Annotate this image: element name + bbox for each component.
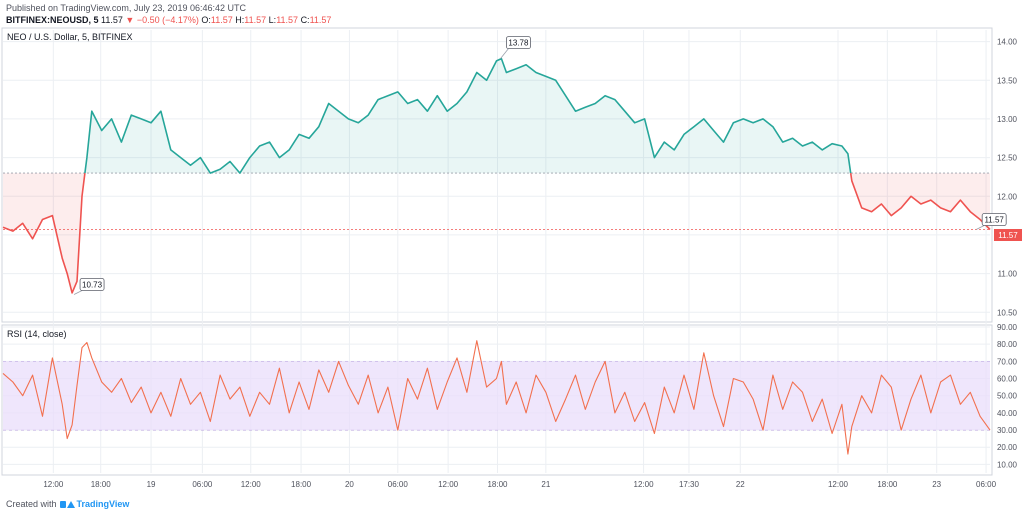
- rsi-tick-label: 20.00: [997, 443, 1018, 452]
- low-label: L:: [268, 15, 277, 25]
- annotation-box: [506, 36, 531, 50]
- low-value: 11.57: [276, 15, 299, 25]
- time-tick-label: 18:00: [291, 480, 312, 489]
- rsi-tick-label: 10.00: [997, 460, 1018, 469]
- rsi-axis: 10.00 20.00 30.00 40.00 50.00 60.00 70.00 80.00…: [997, 323, 1018, 469]
- down-area-fill: [3, 173, 85, 293]
- last-price: 11.57: [101, 15, 123, 25]
- time-tick-label: 18:00: [487, 480, 508, 489]
- time-tick-label: 12:00: [828, 480, 849, 489]
- time-tick-label: 06:00: [976, 480, 997, 489]
- price-series: [2, 57, 991, 294]
- time-tick-label: 21: [541, 480, 550, 489]
- price-change: −0.50 (−4.17%): [136, 15, 199, 25]
- rsi-line: [2, 340, 991, 455]
- price-tick-label: 12.50: [997, 154, 1018, 163]
- symbol-legend: BITFINEX:NEOUSD, 5 11.57 ▼ −0.50 (−4.17%…: [6, 15, 331, 25]
- annotation-label: 11.57: [984, 216, 1004, 225]
- close-value: 11.57: [309, 15, 332, 25]
- time-tick-label: 20: [345, 480, 354, 489]
- rsi-tick-label: 30.00: [997, 426, 1018, 435]
- rsi-series: [2, 340, 991, 455]
- annotation-label: 10.73: [82, 280, 103, 289]
- created-with-label: Created with: [6, 499, 57, 509]
- time-tick-label: 12:00: [438, 480, 459, 489]
- time-tick-label: 06:00: [388, 480, 409, 489]
- rsi-tick-label: 50.00: [997, 392, 1018, 401]
- price-pane-title: NEO / U.S. Dollar, 5, BITFINEX: [7, 32, 133, 42]
- symbol-label: BITFINEX:NEOUSD, 5: [6, 15, 99, 25]
- annotation-leader: [500, 48, 509, 59]
- price-line-down: [849, 172, 991, 231]
- time-tick-label: 19: [147, 480, 156, 489]
- time-tick-label: 23: [932, 480, 941, 489]
- time-axis: 12:00 18:00 19 06:00 12:00 18:00 20 06:00 12:00 1…: [43, 480, 996, 489]
- price-line-down: [2, 173, 86, 294]
- annotation-box: [79, 278, 105, 291]
- open-label: O:: [201, 15, 211, 25]
- down-arrow-icon: ▼: [125, 15, 135, 25]
- price-tick-label: 13.50: [997, 76, 1018, 85]
- last-price-tag-text: 11.57: [998, 231, 1018, 240]
- time-tick-label: 18:00: [877, 480, 898, 489]
- annotation-leader: [73, 290, 83, 295]
- rsi-pane-title: RSI (14, close): [7, 329, 67, 339]
- time-tick-label: 06:00: [192, 480, 213, 489]
- time-tick-label: 12:00: [634, 480, 655, 489]
- price-tick-label: 12.00: [997, 192, 1018, 201]
- rsi-tick-label: 60.00: [997, 375, 1018, 384]
- tradingview-brand: TradingView: [76, 499, 130, 509]
- tradingview-logo-icon: [59, 500, 75, 509]
- price-tick-label: 11.00: [998, 270, 1018, 279]
- published-caption: Published on TradingView.com, July 23, 2…: [6, 3, 246, 13]
- time-tick-label: 17:30: [679, 480, 700, 489]
- footer-credit: Created with TradingView: [6, 499, 129, 509]
- high-value: 11.57: [244, 15, 267, 25]
- price-tick-label: 13.00: [997, 115, 1018, 124]
- down-area-fill: [850, 173, 990, 230]
- rsi-tick-label: 70.00: [997, 357, 1018, 366]
- time-tick-label: 22: [736, 480, 745, 489]
- time-tick-label: 18:00: [91, 480, 112, 489]
- annotation-box: [981, 213, 1007, 226]
- annotation-leader: [976, 225, 985, 230]
- time-tick-label: 12:00: [241, 480, 262, 489]
- last-price-tag: 11.57: [994, 229, 1022, 241]
- close-label: C:: [300, 15, 310, 25]
- up-area-fill: [84, 58, 851, 174]
- annotation-label: 13.78: [508, 39, 529, 48]
- time-tick-label: 12:00: [43, 480, 64, 489]
- price-tick-label: 14.00: [997, 38, 1018, 47]
- high-label: H:: [235, 15, 245, 25]
- rsi-tick-label: 40.00: [997, 409, 1018, 418]
- rsi-band: [3, 361, 990, 431]
- last-price-tag-box: [994, 229, 1022, 241]
- price-annotations: 10.73 13.78 11.57: [73, 36, 1007, 295]
- rsi-tick-label: 80.00: [997, 340, 1018, 349]
- rsi-tick-label: 90.00: [997, 323, 1018, 332]
- price-tick-label: 10.50: [997, 308, 1018, 317]
- open-value: 11.57: [210, 15, 233, 25]
- price-line-up: [84, 57, 852, 174]
